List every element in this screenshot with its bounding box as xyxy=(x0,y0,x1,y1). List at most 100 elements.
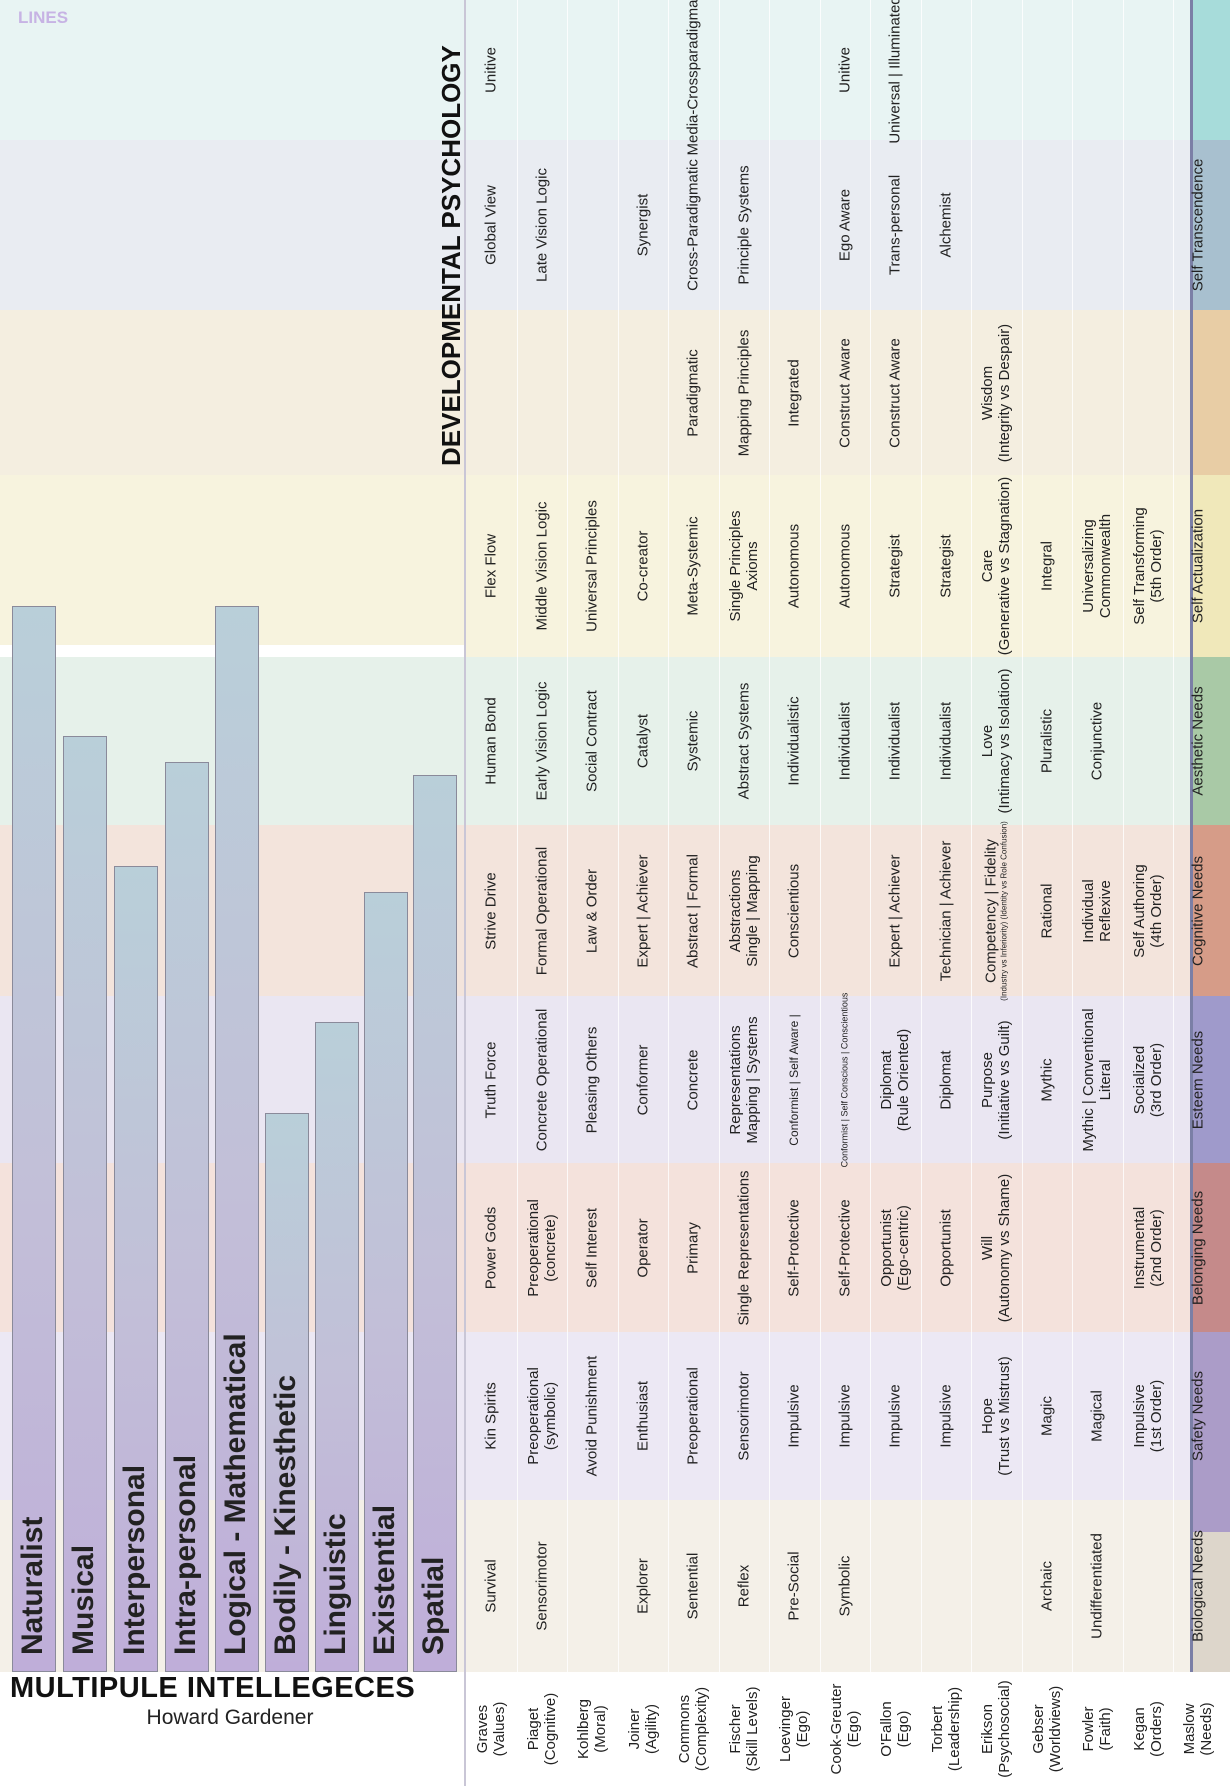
row-name: Cook-Greuter (Ego) xyxy=(828,1684,862,1775)
stage-cell: Preoperational (concrete) xyxy=(525,1199,559,1297)
row-name-line: (Needs) xyxy=(1198,1702,1216,1756)
intelligence-label: Bodily - Kinesthetic xyxy=(269,1374,302,1655)
cell-line: Meta-Systemic xyxy=(684,516,702,616)
row-name-line: (Faith) xyxy=(1097,1707,1115,1751)
cell-line: Integral xyxy=(1038,540,1056,592)
row-name-line: (Moral) xyxy=(592,1705,610,1753)
stage-cell: Abstractions Single | Mapping xyxy=(727,855,761,966)
cell-line: Early Vision Logic xyxy=(533,681,551,801)
stage-cell: Technician | Achiever xyxy=(937,840,954,981)
row-name-line: Graves xyxy=(474,1704,492,1754)
cell-line: Abstract | Formal xyxy=(684,853,702,968)
stage-cell: Enthusiast xyxy=(634,1381,651,1451)
intelligence-bar xyxy=(315,1022,359,1672)
cell-line: (Autonomy vs Shame) xyxy=(996,1173,1014,1322)
cell-line: (1st Order) xyxy=(1147,1379,1165,1453)
stage-cell: Conjunctive xyxy=(1089,702,1106,780)
stage-cell: Safety Needs xyxy=(1190,1371,1207,1461)
cell-line: Construct Aware xyxy=(886,337,904,448)
cell-line: Integrated xyxy=(785,358,803,427)
stage-stripe xyxy=(1190,140,1230,310)
author-name: Howard Gardener xyxy=(146,1706,314,1729)
stage-cell: Media-Crossparadigmatic xyxy=(685,0,702,155)
stage-cell: Universal Principles xyxy=(584,500,601,632)
row-name-line: (Skill Levels) xyxy=(743,1686,761,1772)
stage-cell: Instrumental (2nd Order) xyxy=(1131,1206,1165,1289)
cell-line: Sensorimotor xyxy=(533,1541,551,1631)
intelligence-bar xyxy=(215,606,259,1672)
row-name: Erikson (Psychosocial) xyxy=(979,1680,1013,1778)
stage-cell: Avoid Punishment xyxy=(584,1356,601,1477)
cell-line: Magic xyxy=(1038,1395,1056,1437)
stage-cell: Meta-Systemic xyxy=(685,516,702,615)
row-name-line: Joiner xyxy=(625,1708,643,1750)
lines-label: LINES xyxy=(18,8,69,27)
stage-cell: Individualist xyxy=(937,702,954,780)
stage-cell: Conscientious xyxy=(786,863,803,957)
stage-cell: Principle Systems xyxy=(735,165,752,284)
cell-line: Preoperational xyxy=(684,1367,702,1465)
stage-cell: Alchemist xyxy=(937,192,954,257)
cell-line: Strive Drive xyxy=(482,871,500,950)
cell-line: (Rule Oriented) xyxy=(895,1028,913,1131)
row-name-line: Erikson xyxy=(979,1703,997,1755)
row-divider xyxy=(1173,0,1174,1672)
cell-line: Self Transcendence xyxy=(1189,158,1207,292)
intelligence-bar xyxy=(413,775,457,1672)
cell-line: Literal xyxy=(1097,1059,1115,1100)
cell-line: Alchemist xyxy=(937,192,955,258)
cell-line: Individualist xyxy=(937,701,955,781)
cell-line: Will xyxy=(979,1235,997,1260)
stage-cell: Self Transforming (5th Order) xyxy=(1131,507,1165,625)
cell-line: (symbolic) xyxy=(541,1381,559,1451)
stage-cell: Social Contract xyxy=(584,690,601,792)
stage-cell: Autonomous xyxy=(786,524,803,608)
stage-cell: Human Bond xyxy=(483,697,500,785)
stage-cell: Universalizing Commonwealth xyxy=(1080,514,1114,618)
stage-cell: Co-creator xyxy=(634,531,651,602)
intelligence-bar xyxy=(63,736,107,1672)
stage-cell: Single Representations xyxy=(735,1170,752,1325)
row-name-line: Cook-Greuter xyxy=(827,1683,845,1775)
cell-line: Synergist xyxy=(634,193,652,257)
cell-line: Mapping | Systems xyxy=(743,1015,761,1144)
intelligence-bar xyxy=(12,606,56,1672)
row-name: Kohlberg (Moral) xyxy=(575,1699,609,1759)
intelligence-label: Naturalist xyxy=(16,1516,49,1655)
stage-cell: Individualist xyxy=(887,702,904,780)
row-name-line: (Agility) xyxy=(642,1703,660,1755)
cell-line: Survival xyxy=(482,1559,500,1613)
cell-line: Conformer xyxy=(634,1044,652,1115)
cell-line: Mythic | Conventional xyxy=(1080,1007,1098,1152)
stage-cell: Explorer xyxy=(634,1558,651,1614)
cell-line: Aesthetic Needs xyxy=(1189,686,1207,796)
cell-line: Conscientious xyxy=(785,863,803,958)
intelligence-label: Spatial xyxy=(417,1556,450,1655)
stage-cell: Undifferentiated xyxy=(1089,1533,1106,1639)
cell-line: Pre-Social xyxy=(785,1551,803,1621)
stage-cell: Self-Protective xyxy=(786,1199,803,1297)
stage-cell: Socialized (3rd Order) xyxy=(1131,1042,1165,1116)
cell-line: Care xyxy=(979,549,997,583)
stage-cell: Concrete Operational xyxy=(533,1008,550,1151)
stage-cell: Unitive xyxy=(483,47,500,93)
cell-line: Safety Needs xyxy=(1189,1370,1207,1462)
row-name-line: Gebser xyxy=(1029,1704,1047,1754)
stage-cell: Paradigmatic xyxy=(685,349,702,437)
stage-band xyxy=(0,0,1190,140)
intelligence-label: Existential xyxy=(368,1504,401,1655)
cell-line: Pleasing Others xyxy=(583,1026,601,1133)
stage-cell: Preoperational (symbolic) xyxy=(525,1367,559,1465)
cell-line: Instrumental xyxy=(1130,1206,1148,1289)
stage-cell: Universal | Illuminated xyxy=(887,0,904,144)
cell-line: Human Bond xyxy=(482,697,500,785)
cell-line: Reflex xyxy=(735,1564,753,1608)
stage-cell: Impulsive xyxy=(786,1384,803,1447)
row-name: Kegan (Orders) xyxy=(1131,1701,1165,1757)
cell-line: Unitive xyxy=(482,47,500,93)
cell-line: Pluralistic xyxy=(1038,708,1056,774)
cell-line: Enthusiast xyxy=(634,1380,652,1452)
stage-band xyxy=(0,475,1190,657)
stage-cell: Catalyst xyxy=(634,714,651,768)
row-divider xyxy=(718,0,720,1672)
